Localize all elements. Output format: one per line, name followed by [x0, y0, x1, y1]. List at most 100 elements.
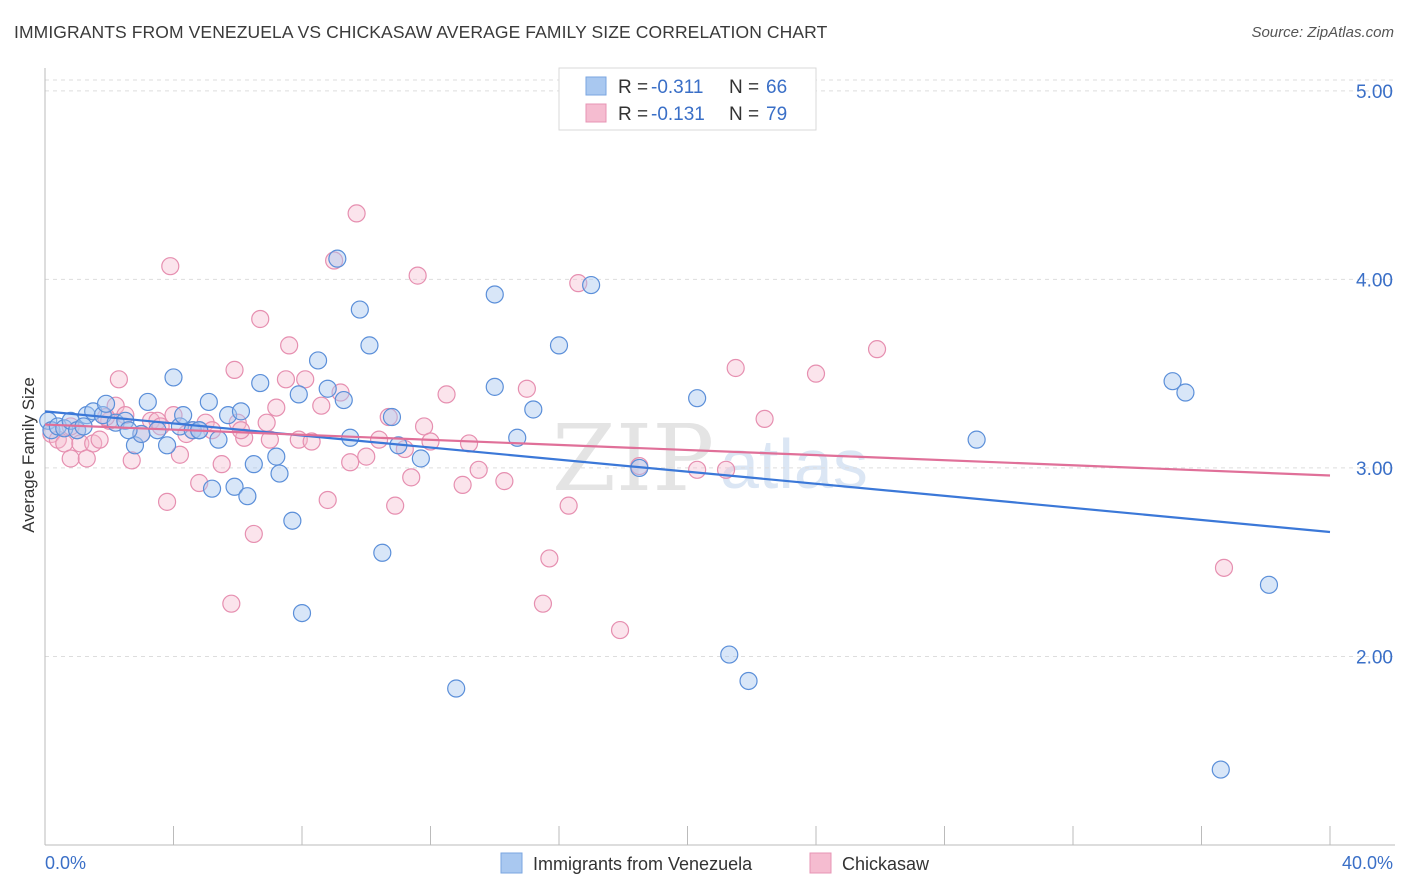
legend-r-value: -0.311	[651, 77, 703, 98]
axes: 0.0% 40.0%	[44, 68, 1395, 873]
venezuela-points	[39, 249, 1279, 779]
venezuela-point	[119, 421, 138, 440]
venezuela-point	[485, 377, 504, 396]
trend-lines	[44, 410, 1331, 534]
chickasaw-point	[267, 398, 286, 417]
venezuela-point	[350, 300, 369, 319]
chickasaw-point	[533, 594, 553, 613]
y-tick-label: 5.00	[1356, 82, 1393, 103]
chickasaw-point	[414, 417, 434, 436]
venezuela-point	[318, 379, 337, 398]
chickasaw-point	[540, 549, 559, 568]
chickasaw-point	[222, 594, 241, 613]
legend-swatch-blue	[585, 76, 607, 96]
chickasaw-point	[296, 370, 315, 389]
venezuela-point	[582, 275, 601, 295]
bottom-legend-label-chickasaw: Chickasaw	[842, 854, 930, 874]
venezuela-point	[967, 430, 986, 449]
legend-n-value: 79	[766, 104, 787, 125]
chickasaw-point	[357, 447, 376, 466]
chickasaw-point	[402, 468, 421, 487]
legend-n-value: 66	[766, 77, 787, 98]
chickasaw-point	[161, 257, 180, 276]
chickasaw-point	[437, 385, 456, 404]
legend: R = -0.311 N = 66 R = -0.131 N = 79	[558, 67, 817, 131]
chickasaw-point	[318, 490, 337, 510]
x-tick-label: 0.0%	[45, 853, 86, 873]
chickasaw-point	[341, 453, 360, 472]
venezuela-point	[270, 464, 289, 483]
chickasaw-point	[1214, 558, 1234, 577]
chickasaw-point	[257, 413, 276, 432]
venezuela-point	[549, 336, 569, 355]
chickasaw-point	[688, 460, 707, 479]
legend-n-label: N =	[729, 77, 759, 98]
venezuela-point	[238, 487, 257, 506]
venezuela-point	[283, 511, 302, 530]
x-tick-label: 40.0%	[1342, 853, 1393, 873]
venezuela-point	[720, 645, 739, 664]
venezuela-point	[360, 336, 379, 355]
venezuela-point	[524, 400, 543, 419]
chickasaw-point	[453, 475, 472, 494]
y-tick-label: 3.00	[1356, 459, 1393, 480]
venezuela-point	[174, 406, 193, 425]
venezuela-point	[739, 671, 758, 691]
venezuela-point	[688, 389, 707, 408]
watermark-atlas: atlas	[720, 425, 868, 503]
chickasaw-point	[260, 430, 279, 449]
chickasaw-point	[370, 430, 389, 449]
bottom-legend-swatch-pink	[809, 852, 832, 874]
venezuela-point	[308, 351, 328, 370]
y-tick-label: 4.00	[1356, 270, 1393, 291]
venezuela-point	[164, 368, 183, 387]
chickasaw-point	[325, 251, 344, 270]
venezuela-point	[1211, 760, 1230, 779]
venezuela-point	[373, 543, 392, 562]
chickasaw-point	[225, 360, 244, 379]
chickasaw-point	[251, 309, 270, 329]
venezuela-point	[1176, 383, 1195, 402]
venezuela-point	[334, 390, 353, 410]
venezuela-point	[382, 407, 402, 427]
legend-r-label: R =	[618, 104, 648, 125]
y-tick-label: 2.00	[1356, 647, 1393, 668]
chickasaw-point	[312, 396, 331, 415]
venezuela-point	[411, 449, 430, 468]
venezuela-trend-line	[44, 410, 1331, 534]
chickasaw-point	[157, 492, 177, 511]
chickasaw-point	[170, 445, 190, 464]
venezuela-point	[292, 603, 312, 623]
venezuela-point	[125, 436, 145, 455]
chickasaw-trend-line	[44, 423, 1331, 477]
grid-lines: 2.00 3.00 4.00 5.00	[45, 79, 1395, 668]
venezuela-point	[231, 402, 251, 421]
chickasaw-point	[61, 449, 80, 468]
chickasaw-point	[280, 336, 299, 355]
watermark-zip: ZIP	[552, 405, 714, 512]
legend-n-label: N =	[729, 104, 759, 125]
chickasaw-point	[459, 434, 479, 453]
chickasaw-point	[517, 379, 536, 398]
venezuela-point	[328, 249, 347, 268]
watermark: ZIP atlas	[552, 405, 868, 512]
venezuela-point	[267, 447, 286, 466]
y-axis-label: Average Family Size	[19, 377, 38, 533]
chickasaw-point	[347, 204, 366, 223]
bottom-legend: Immigrants from Venezuela Chickasaw	[500, 852, 930, 874]
venezuela-point	[225, 477, 244, 496]
venezuela-point	[1259, 575, 1279, 594]
venezuela-point	[199, 392, 218, 412]
venezuela-point	[209, 430, 228, 449]
chart-title: IMMIGRANTS FROM VENEZUELA VS CHICKASAW A…	[14, 22, 828, 42]
chickasaw-point	[212, 455, 231, 474]
legend-swatch-pink	[585, 103, 607, 123]
chickasaw-point	[109, 370, 128, 389]
venezuela-point	[138, 392, 157, 412]
chickasaw-point	[610, 620, 630, 640]
venezuela-point	[96, 394, 116, 413]
bottom-legend-label-venezuela: Immigrants from Venezuela	[533, 854, 753, 874]
chickasaw-point	[244, 524, 263, 544]
chickasaw-point	[386, 496, 405, 515]
